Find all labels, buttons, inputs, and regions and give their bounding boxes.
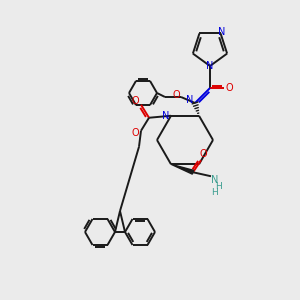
Text: O: O (199, 149, 207, 159)
Text: N: N (211, 175, 219, 185)
Text: O: O (225, 83, 233, 93)
Polygon shape (171, 164, 194, 174)
Text: O: O (131, 128, 139, 138)
Text: O: O (131, 96, 139, 106)
Text: N: N (186, 95, 194, 105)
Text: N: N (162, 111, 170, 121)
Text: O: O (172, 90, 180, 100)
Text: H: H (212, 188, 218, 197)
Text: H: H (216, 182, 222, 191)
Text: N: N (218, 27, 225, 38)
Text: N: N (206, 61, 214, 71)
